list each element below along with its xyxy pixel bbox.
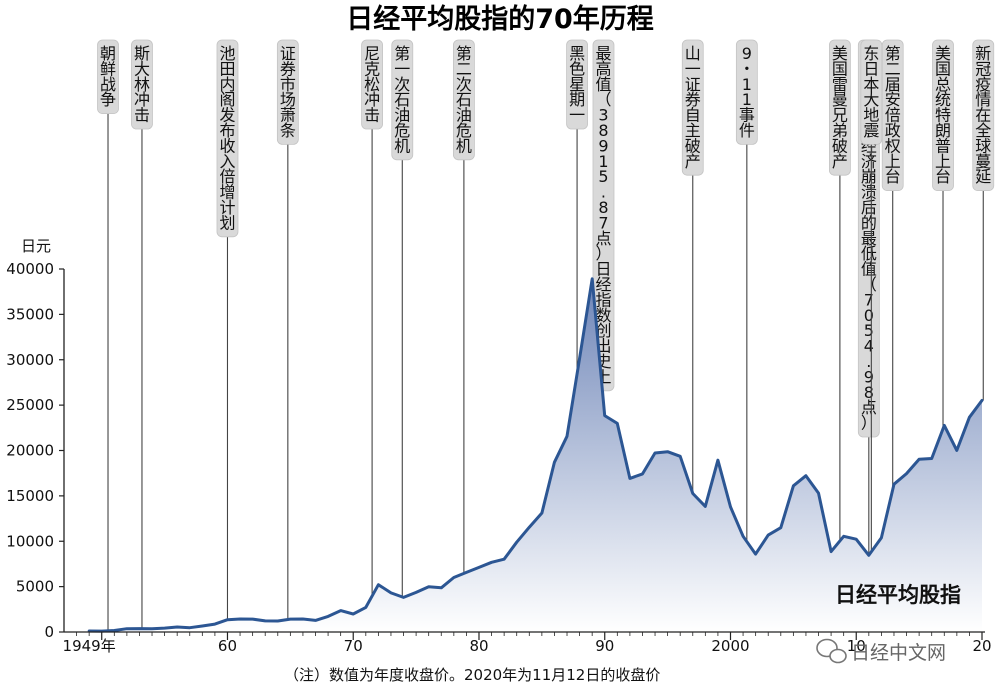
event-annotation: 朝鲜战争 bbox=[97, 39, 119, 631]
event-annotation: 第一次石油危机 bbox=[391, 39, 414, 597]
y-tick-label: 20000 bbox=[6, 442, 54, 460]
x-tick-label: 20 bbox=[972, 637, 991, 655]
x-tick-label: 90 bbox=[595, 637, 614, 655]
event-label-box bbox=[276, 39, 299, 145]
x-tick-label: 70 bbox=[344, 637, 363, 655]
event-label-box bbox=[452, 39, 475, 161]
x-tick-label: 80 bbox=[469, 637, 488, 655]
event-annotation: 第二届安倍政权上台 bbox=[881, 39, 904, 490]
footnote: （注）数值为年度收盘价。2020年为11月12日的收盘价 bbox=[284, 666, 660, 684]
event-label: 山一证券自主破产 bbox=[685, 44, 701, 171]
event-label: 证券市场萧条 bbox=[280, 44, 296, 140]
event-label: 尼克松冲击 bbox=[364, 44, 380, 125]
event-label: 美国雷曼兄弟破产 bbox=[832, 44, 848, 171]
event-label: 朝鲜战争 bbox=[100, 44, 116, 109]
event-annotation: 斯大林冲击 bbox=[131, 39, 153, 629]
event-label-box bbox=[828, 39, 851, 176]
series-label: 日经平均股指 bbox=[835, 583, 961, 607]
series-line bbox=[87, 277, 984, 633]
chart-title: 日经平均股指的70年历程 bbox=[346, 3, 654, 35]
event-annotation: 美国雷曼兄弟破产 bbox=[828, 39, 851, 541]
watermark-text: 日经中文网 bbox=[851, 642, 946, 664]
wechat-icon bbox=[816, 638, 847, 664]
y-tick-label: 15000 bbox=[6, 487, 54, 505]
event-label: 池田内阁发布收入倍增计划 bbox=[219, 44, 235, 232]
event-label: 最高值（ 3 8 9 1 5. 8 7 点）日经指数创出史上 bbox=[595, 44, 611, 386]
event-label-box bbox=[391, 39, 414, 161]
x-tick-label: 1949年 bbox=[63, 637, 116, 655]
watermark: 日经中文网 bbox=[816, 638, 946, 664]
event-label-box bbox=[681, 39, 704, 176]
event-annotation: 新冠疫情在全球蔓延 bbox=[972, 39, 995, 401]
y-tick-label: 0 bbox=[44, 623, 54, 641]
series-area bbox=[89, 278, 982, 632]
plot-area bbox=[87, 277, 984, 633]
event-annotation: 东日本大地震 bbox=[860, 39, 883, 552]
event-label-box bbox=[881, 39, 904, 192]
y-tick-label: 30000 bbox=[6, 351, 54, 369]
axes: 0 5000 10000 15000 20000 25000 30000 35000 40000… bbox=[6, 260, 991, 655]
event-label-box bbox=[972, 39, 995, 192]
event-annotation: 9 ・ 1 1 事件 bbox=[735, 39, 758, 542]
y-axis-unit-label: 日元 bbox=[21, 237, 51, 255]
x-tick-label: 60 bbox=[218, 637, 237, 655]
event-annotation: 山一证券自主破产 bbox=[681, 39, 704, 494]
event-label-box bbox=[735, 39, 758, 145]
x-tick-label: 10 bbox=[847, 637, 866, 655]
event-annotation: 美国总统特朗普上台 bbox=[932, 39, 954, 429]
event-label-box bbox=[566, 39, 588, 130]
y-tick-label: 5000 bbox=[16, 578, 54, 596]
event-annotation: 最高值（ 3 8 9 1 5. 8 7 点）日经指数创出史上 bbox=[592, 39, 615, 402]
event-annotation: 池田内阁发布收入倍增计划 bbox=[216, 39, 239, 620]
event-label: 第二次石油危机 bbox=[456, 44, 472, 155]
event-label: 9 ・ 1 1 事件 bbox=[739, 44, 755, 140]
event-label-box bbox=[131, 39, 153, 130]
y-tick-label: 40000 bbox=[6, 260, 54, 278]
y-tick-label: 10000 bbox=[6, 532, 54, 550]
event-label: 第二届安倍政权上台 bbox=[885, 44, 901, 186]
event-label: 黑色星期一 bbox=[569, 44, 585, 125]
x-tick-label: 2000 bbox=[711, 637, 749, 655]
y-tick-label: 25000 bbox=[6, 396, 54, 414]
event-annotation: 尼克松冲击 bbox=[361, 39, 383, 597]
event-label-box bbox=[216, 39, 239, 238]
event-annotation: 证券市场萧条 bbox=[276, 39, 299, 620]
event-label: 第一次石油危机 bbox=[394, 44, 410, 155]
event-label: 美国总统特朗普上台 bbox=[935, 44, 951, 186]
event-annotation: 第二次石油危机 bbox=[452, 39, 475, 574]
event-label: 斯大林冲击 bbox=[134, 44, 150, 125]
y-tick-label: 35000 bbox=[6, 305, 54, 323]
event-label: 东日本大地震 bbox=[863, 44, 879, 140]
event-label-box bbox=[97, 39, 119, 114]
event-label-box bbox=[932, 39, 954, 192]
event-label: 新冠疫情在全球蔓延 bbox=[975, 44, 991, 186]
event-annotation: 黑色星期一 bbox=[566, 39, 588, 374]
event-label-box bbox=[361, 39, 383, 130]
